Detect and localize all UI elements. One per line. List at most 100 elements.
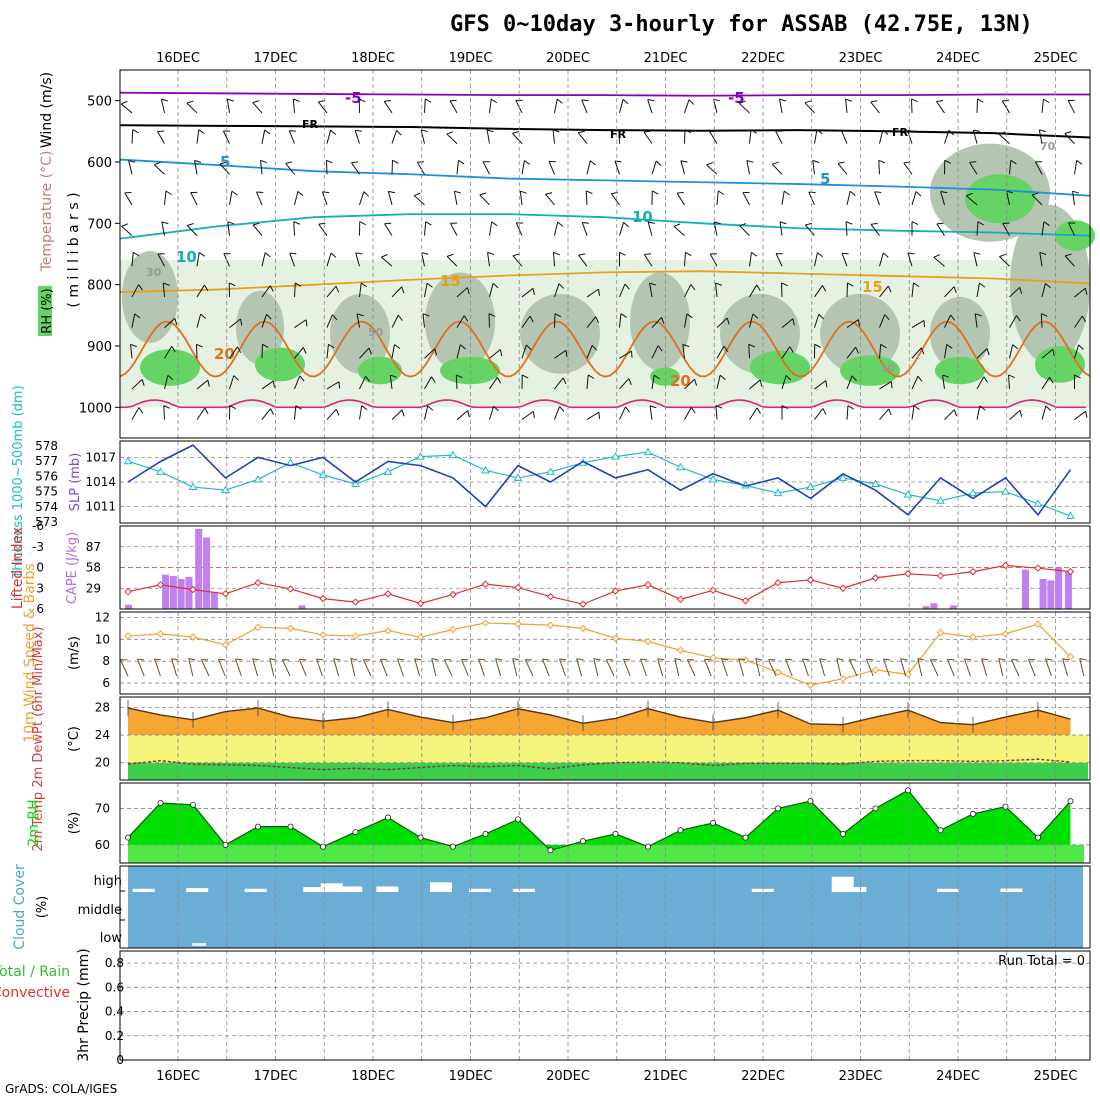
surface-wind-barb-flag [171,658,179,661]
wind-speed-point [449,625,457,634]
cloud-axis-label: Cloud Cover [12,864,28,950]
upper-wind-barb [131,129,134,144]
high-cloud-bar [1000,888,1023,892]
rh-axis-label: RH (%) [40,288,55,333]
upper-wind-barb-flag [1049,376,1054,384]
cape-bar [298,605,306,609]
upper-wind-barb [157,131,165,144]
surface-wind-barb-flag [1079,657,1087,661]
below-surface [120,407,1090,438]
upper-wind-barb [1031,194,1043,206]
thickness-tick-label: 573 [35,515,58,529]
surface-wind-barb-flag [478,658,486,661]
upper-wind-barb-flag [998,131,1006,135]
upper-wind-barb-flag [1019,410,1023,418]
upper-wind-barb-flag [359,221,366,226]
upper-wind-barb-flag [231,190,238,196]
surface-wind-barb [703,659,712,677]
upper-wind-barb-flag [913,405,920,410]
rh-shade-region [965,174,1035,224]
upper-wind-barb [552,129,555,144]
upper-wind-barb-flag [682,343,690,348]
temp-band-cool [128,762,1088,780]
upper-wind-barb [1068,222,1075,236]
li-tick-label: 3 [36,581,44,595]
upper-wind-barb-flag [713,221,721,225]
upper-wind-barb-flag [746,160,754,163]
surface-wind-barb-flag [998,657,1006,661]
date-label-bottom: 18DEC [351,1069,395,1084]
upper-wind-barb-flag [915,191,922,197]
surface-wind-barb [964,658,971,677]
surface-wind-barb [559,658,566,677]
upper-wind-barb [870,224,880,236]
high-cloud-bar [320,883,343,892]
upper-wind-barb [554,283,560,298]
upper-wind-barb [586,316,597,328]
upper-wind-barb-flag [488,313,496,317]
upper-wind-barb-flag [171,345,176,353]
contour-label: 10 [632,208,653,226]
cape-bar [195,528,203,609]
upper-wind-barb [456,410,469,420]
upper-wind-barb-flag [479,192,487,196]
upper-wind-barb-flag [167,374,174,381]
upper-wind-barb-flag [911,98,918,103]
upper-wind-barb-flag [933,254,941,258]
upper-wind-barb-flag [779,98,787,102]
li-tick-label: -6 [32,519,44,533]
upper-wind-barb-flag [888,408,892,416]
upper-wind-barb-flag [772,161,779,165]
upper-wind-barb-flag [186,100,194,104]
upper-wind-barb-flag [847,282,854,287]
upper-wind-barb-flag [973,252,981,255]
upper-wind-barb-flag [690,407,696,414]
upper-wind-barb [684,407,692,420]
thickness-point [968,488,978,497]
rh2m-point [580,838,587,845]
cape-bar [203,537,210,609]
upper-wind-barb-flag [648,221,655,224]
wind-tick-label: 10 [95,632,110,646]
upper-wind-barb [647,99,653,114]
wind-speed-point [286,624,295,633]
panel-frame [119,782,1091,864]
rh2m-point [775,805,782,812]
upper-wind-barb [226,99,230,114]
upper-wind-barb [554,349,567,359]
slp-tick-label: 1017 [85,450,116,464]
upper-wind-barb-flag [1043,98,1050,104]
temp-tick-label: 20 [95,756,110,770]
surface-wind-barb [298,659,307,677]
upper-wind-barb [261,252,266,267]
upper-wind-barb [684,313,688,328]
upper-wind-barb [252,224,263,236]
lifted-index-axis-label: Lifted Index [10,527,26,609]
surface-wind-barb-flag [900,658,908,661]
surface-wind-barb [171,658,178,677]
upper-wind-barb [554,377,564,390]
upper-wind-barb-flag [849,190,856,196]
temp-band-mild [128,735,1088,763]
upper-wind-barb [285,163,295,175]
upper-wind-barb-flag [227,221,235,225]
contour-label: -5 [728,89,745,107]
thickness-point [838,473,848,481]
surface-wind-barb-flag [1028,658,1036,661]
upper-wind-barb-flag [124,191,132,194]
upper-wind-barb-flag [673,223,681,227]
upper-wind-barb [289,252,295,267]
panel-frame [119,525,1091,610]
surface-wind-barb-flag [188,657,196,661]
surface-wind-barb [414,658,421,677]
upper-wind-barb [586,345,593,359]
upper-wind-barb [676,192,685,206]
upper-wind-barb-flag [361,405,368,411]
upper-wind-barb [359,282,362,297]
upper-wind-barb [1074,160,1078,175]
upper-wind-barb-flag [295,405,302,410]
upper-wind-barb [554,221,559,236]
upper-wind-barb-flag [814,343,821,348]
y-tick-label: 900 [87,340,112,355]
wind-speed-point [416,633,425,641]
